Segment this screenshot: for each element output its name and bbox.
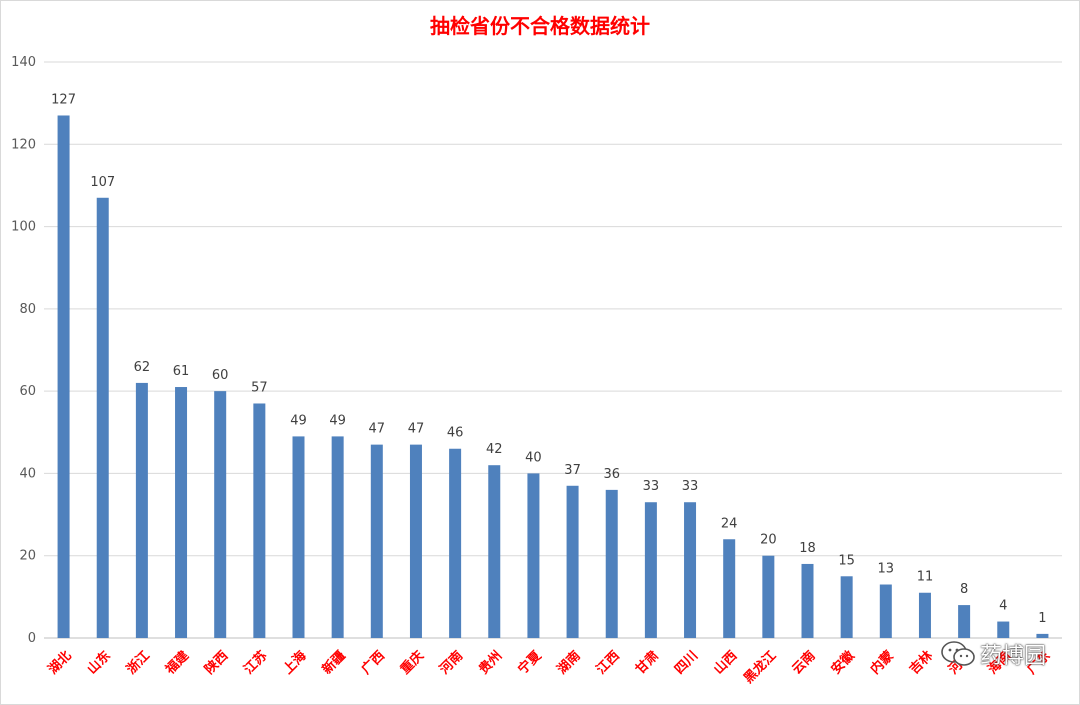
category-label: 河南	[436, 648, 466, 678]
bar	[840, 576, 853, 638]
bar	[135, 382, 148, 638]
category-label: 重庆	[397, 648, 427, 678]
category-label: 浙江	[123, 648, 153, 678]
category-label: 湖南	[554, 648, 584, 678]
data-label: 33	[682, 479, 699, 494]
y-tick-label: 100	[11, 220, 36, 235]
category-label: 山西	[711, 648, 741, 678]
data-label: 11	[917, 570, 934, 585]
data-label: 47	[369, 422, 386, 437]
bar	[292, 436, 305, 638]
data-label: 40	[525, 450, 542, 465]
data-label: 1	[1038, 611, 1046, 626]
bar	[801, 563, 814, 638]
bar	[566, 485, 579, 638]
data-label: 60	[212, 368, 229, 383]
data-label: 24	[721, 516, 738, 531]
data-label: 13	[878, 562, 895, 577]
y-tick-label: 20	[19, 549, 36, 564]
category-labels: 湖北 山东 浙江 福建 陕西 江苏 上海 新疆 广西 重庆 河南 贵州 宁夏 湖南 江西 甘肃 四川 山西 黑龙江云…	[46, 647, 1054, 687]
chart-title: 抽检省份不合格数据统计	[430, 14, 650, 38]
data-label: 36	[603, 467, 620, 482]
y-axis-ticks: 0 20 40 60 80 100 120 140	[11, 55, 36, 646]
bar	[879, 584, 892, 638]
category-label: 云南	[789, 648, 819, 678]
data-label: 62	[134, 360, 151, 375]
category-label: 甘肃	[632, 648, 662, 678]
data-label: 49	[290, 413, 307, 428]
bar	[331, 436, 344, 638]
watermark-text: 药博园	[979, 644, 1046, 669]
data-label: 47	[408, 422, 425, 437]
y-tick-label: 40	[19, 466, 36, 481]
data-label: 107	[90, 175, 115, 190]
data-label: 49	[329, 413, 346, 428]
data-label: 61	[173, 364, 190, 379]
data-label: 15	[838, 553, 855, 568]
bar	[57, 115, 70, 638]
category-label: 吉林	[906, 648, 936, 678]
category-label: 四川	[672, 648, 701, 677]
bar	[370, 444, 383, 638]
bar	[958, 605, 971, 638]
bar	[449, 448, 462, 638]
y-tick-label: 0	[28, 631, 36, 646]
category-label: 安徽	[828, 647, 858, 677]
data-label: 46	[447, 426, 464, 441]
category-label: 新疆	[319, 648, 349, 678]
bar	[762, 555, 775, 638]
data-label: 18	[799, 541, 816, 556]
bar	[214, 391, 227, 638]
category-label: 陕西	[202, 648, 232, 678]
data-label: 4	[999, 599, 1007, 614]
category-label: 上海	[280, 648, 310, 678]
bar	[96, 197, 109, 638]
category-label: 内蒙	[867, 648, 897, 678]
bar	[997, 621, 1010, 638]
bar	[1036, 633, 1049, 638]
y-tick-label: 120	[11, 137, 36, 152]
y-tick-label: 60	[19, 384, 36, 399]
data-label: 37	[564, 463, 581, 478]
category-label: 湖北	[46, 648, 75, 677]
y-tick-label: 80	[19, 302, 36, 317]
category-label: 山东	[84, 648, 114, 678]
bar	[253, 403, 266, 638]
wechat-icon	[941, 641, 975, 666]
category-label: 江西	[593, 648, 623, 678]
bar	[723, 539, 736, 638]
data-labels: 127 107 62 61 60 57 49 49 47 47 46 42 40 37 36 33 33 24 20…	[51, 92, 1046, 625]
data-label: 127	[51, 92, 76, 107]
category-label: 贵州	[476, 648, 506, 678]
bar	[409, 444, 422, 638]
data-label: 57	[251, 380, 268, 395]
bar	[527, 473, 540, 638]
data-label: 8	[960, 582, 968, 597]
category-label: 黑龙江	[740, 648, 779, 687]
data-label: 42	[486, 442, 503, 457]
gridlines	[44, 61, 1062, 639]
data-label: 20	[760, 533, 777, 548]
watermark: 药博园	[940, 638, 1046, 670]
bar	[684, 502, 697, 638]
bar	[605, 489, 618, 638]
category-label: 宁夏	[515, 647, 545, 677]
bars	[57, 115, 1049, 638]
category-label: 江苏	[241, 648, 271, 678]
bar	[175, 387, 188, 638]
y-tick-label: 140	[11, 55, 36, 70]
category-label: 广西	[358, 648, 388, 678]
bar	[644, 502, 657, 638]
bar	[918, 592, 931, 638]
bar	[488, 465, 501, 638]
data-label: 33	[643, 479, 660, 494]
category-label: 福建	[162, 648, 192, 678]
